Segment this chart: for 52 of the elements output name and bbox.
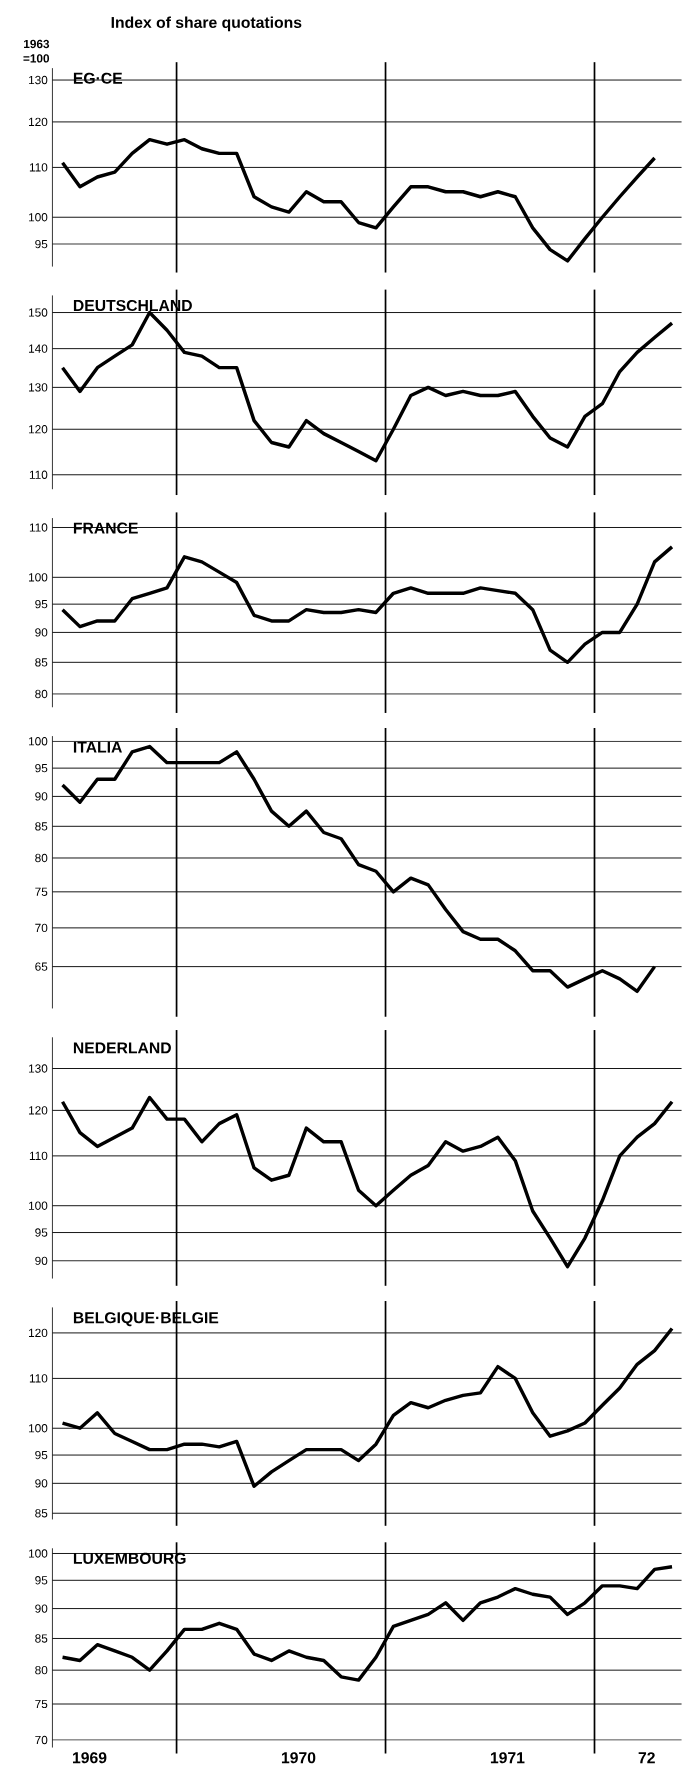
y-tick-label: 95 <box>35 1576 48 1585</box>
y-tick-label: 130 <box>29 1064 48 1073</box>
y-tick-label: 65 <box>35 962 48 971</box>
y-tick-label: 100 <box>29 573 48 582</box>
y-tick-label: 90 <box>35 1479 48 1488</box>
y-tick-label: 70 <box>35 1735 48 1745</box>
chart-title: Index of share quotations <box>111 16 302 32</box>
series-label: ITALIA <box>73 741 122 753</box>
x-tick-label: 1971 <box>490 1752 525 1764</box>
y-tick-label: 110 <box>29 523 48 532</box>
text: EG·CE <box>73 72 123 84</box>
y-tick-label: 100 <box>29 1201 48 1210</box>
y-tick-label: 95 <box>35 763 48 773</box>
y-tick-label: 90 <box>35 792 48 801</box>
y-tick-label: 85 <box>35 658 48 667</box>
y-tick-label: 80 <box>35 853 48 863</box>
y-tick-label: 100 <box>29 1424 48 1433</box>
text: NEDERLAND <box>73 1042 171 1054</box>
y-tick-label: 100 <box>29 213 48 222</box>
y-tick-label: 140 <box>29 344 48 353</box>
y-tick-label: 130 <box>29 383 48 392</box>
y-tick-label: 85 <box>35 1634 48 1643</box>
y-tick-label: 85 <box>35 1509 48 1518</box>
y-tick-label: 130 <box>29 75 48 85</box>
y-tick-label: 95 <box>35 1228 48 1237</box>
x-tick-label: 72 <box>638 1752 655 1764</box>
y-tick-label: 90 <box>35 1604 48 1613</box>
y-tick-label: 150 <box>29 308 48 317</box>
x-tick-label: 1970 <box>281 1752 316 1764</box>
y-axis-title: 1963 =100 <box>23 39 50 63</box>
y-tick-label: 90 <box>35 628 48 637</box>
y-tick-label: 95 <box>35 599 48 609</box>
y-tick-label: 95 <box>35 239 48 249</box>
y-tick-label: 80 <box>35 689 48 699</box>
y-tick-label: 120 <box>29 1106 48 1115</box>
y-tick-label: 120 <box>29 425 48 434</box>
y-tick-label: 100 <box>29 1549 48 1558</box>
x-tick-label: 1969 <box>72 1752 107 1764</box>
y-tick-label: 85 <box>35 822 48 831</box>
y-tick-label: 75 <box>35 1699 48 1709</box>
y-tick-label: 110 <box>29 163 48 172</box>
y-tick-label: 80 <box>35 1665 48 1675</box>
y-tick-label: 95 <box>35 1450 48 1460</box>
y-tick-label: 70 <box>35 923 48 933</box>
y-tick-label: 120 <box>29 1328 48 1338</box>
y-tick-label: 110 <box>29 1374 48 1383</box>
y-tick-label: 110 <box>29 1151 48 1161</box>
y-tick-label: 90 <box>35 1256 48 1266</box>
y-tick-label: 75 <box>35 887 48 896</box>
y-tick-label: 120 <box>29 117 48 127</box>
y-tick-label: 110 <box>29 470 48 479</box>
y-tick-label: 100 <box>29 737 48 746</box>
